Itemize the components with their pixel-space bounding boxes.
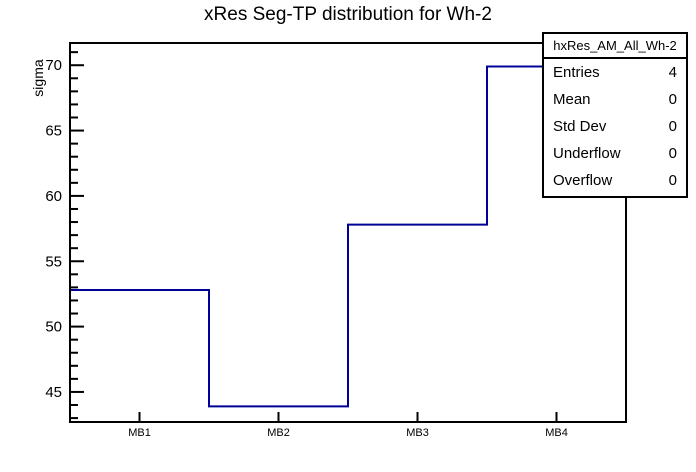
stats-value: 4	[668, 64, 677, 81]
plot-frame	[69, 42, 627, 423]
stats-label: Mean	[553, 91, 591, 108]
x-category-label: MB3	[406, 427, 429, 439]
stats-row-entries: Entries 4	[544, 59, 686, 86]
stats-row-underflow: Underflow 0	[544, 140, 686, 167]
y-tick-label: 70	[45, 57, 62, 74]
stats-value: 0	[668, 118, 677, 135]
stats-label: Underflow	[553, 145, 621, 162]
stats-label: Std Dev	[553, 118, 607, 135]
stats-box: hxRes_AM_All_Wh-2 Entries 4 Mean 0 Std D…	[542, 32, 688, 198]
stats-label: Entries	[553, 64, 600, 81]
chart-title: xRes Seg-TP distribution for Wh-2	[204, 4, 492, 25]
stats-row-stddev: Std Dev 0	[544, 113, 686, 140]
stats-label: Overflow	[553, 172, 613, 189]
y-tick-label: 65	[45, 123, 62, 140]
y-tick-label: 60	[45, 188, 62, 205]
stats-row-mean: Mean 0	[544, 86, 686, 113]
y-axis-title: sigma	[30, 59, 46, 97]
y-tick-label: 55	[45, 253, 62, 270]
stats-value: 0	[668, 91, 677, 108]
stats-value: 0	[668, 145, 677, 162]
stats-row-overflow: Overflow 0	[544, 167, 686, 194]
stats-value: 0	[668, 172, 677, 189]
x-category-label: MB2	[267, 427, 290, 439]
y-tick-label: 45	[45, 384, 62, 401]
y-tick-label: 50	[45, 319, 62, 336]
x-category-label: MB1	[128, 427, 151, 439]
stats-box-title: hxRes_AM_All_Wh-2	[544, 34, 686, 59]
x-category-label: MB4	[545, 427, 568, 439]
stats-rows: Entries 4 Mean 0 Std Dev 0 Underflow 0 O…	[544, 59, 686, 194]
